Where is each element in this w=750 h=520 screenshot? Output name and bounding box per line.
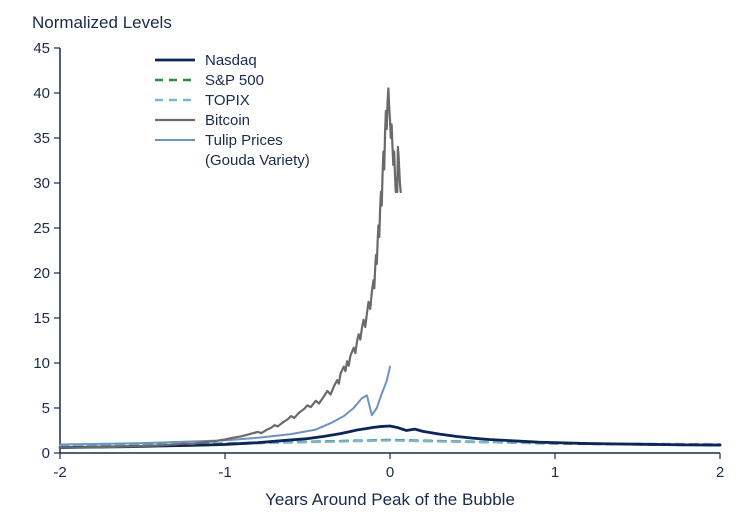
x-tick-label: 0: [386, 464, 394, 481]
y-tick-label: 30: [33, 175, 50, 192]
legend-label: Bitcoin: [205, 112, 250, 129]
y-tick-label: 15: [33, 310, 50, 327]
x-tick-label: -1: [218, 464, 231, 481]
bubble-chart: Normalized Levels 0 5 10 15 20 25 30 35 40 45 -2 -1 0…: [0, 0, 750, 520]
x-tick-label: 2: [716, 464, 724, 481]
legend-label: (Gouda Variety): [205, 152, 310, 169]
y-axis-title: Normalized Levels: [32, 13, 172, 32]
x-axis-title: Years Around Peak of the Bubble: [265, 490, 515, 509]
legend-label: Nasdaq: [205, 52, 257, 69]
legend-label: Tulip Prices: [205, 132, 283, 149]
x-tick-label: 1: [551, 464, 559, 481]
y-tick-label: 40: [33, 85, 50, 102]
y-tick-label: 45: [33, 40, 50, 57]
y-tick-label: 25: [33, 220, 50, 237]
y-tick-label: 0: [42, 445, 50, 462]
chart-container: Normalized Levels 0 5 10 15 20 25 30 35 40 45 -2 -1 0…: [0, 0, 750, 520]
y-tick-label: 20: [33, 265, 50, 282]
legend-label: S&P 500: [205, 72, 264, 89]
y-tick-label: 35: [33, 130, 50, 147]
y-tick-label: 10: [33, 355, 50, 372]
x-tick-label: -2: [53, 464, 66, 481]
y-tick-label: 5: [42, 400, 50, 417]
legend-label: TOPIX: [205, 92, 250, 109]
